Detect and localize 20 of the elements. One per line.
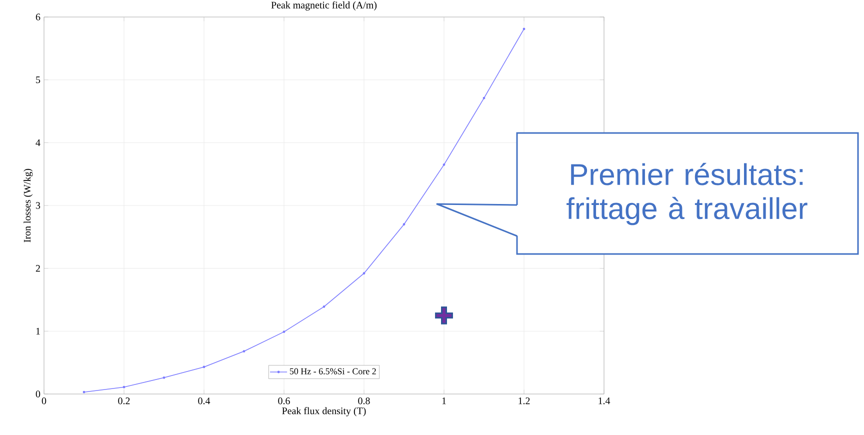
x-tick-label: 1.4 xyxy=(598,398,610,404)
y-tick-label: 5 xyxy=(36,76,40,84)
y-tick-label: 2 xyxy=(36,265,40,272)
y-tick-label: 0 xyxy=(36,390,40,398)
y-tick-label: 3 xyxy=(36,202,40,209)
x-tick-label: 0.8 xyxy=(358,398,370,404)
y-axis-title: Iron losses (W/kg) xyxy=(24,168,33,242)
x-tick-label: 0.4 xyxy=(198,398,210,404)
chart-title: Peak magnetic field (A/m) xyxy=(271,1,377,11)
legend-label: 50 Hz - 6.5%Si - Core 2 xyxy=(290,368,376,374)
y-tick-label: 6 xyxy=(36,14,40,20)
x-tick-label: 0 xyxy=(42,398,46,404)
x-axis-title: Peak flux density (T) xyxy=(282,407,366,416)
y-tick-label: 4 xyxy=(36,139,40,146)
x-tick-label: 0.2 xyxy=(118,398,130,404)
y-tick-label: 1 xyxy=(36,328,40,334)
x-tick-label: 1.2 xyxy=(518,398,530,404)
x-tick-label: 0.6 xyxy=(278,398,290,404)
annotation: Premier résultats: frittage à travailler xyxy=(566,162,808,226)
x-tick-label: 1 xyxy=(442,398,446,404)
